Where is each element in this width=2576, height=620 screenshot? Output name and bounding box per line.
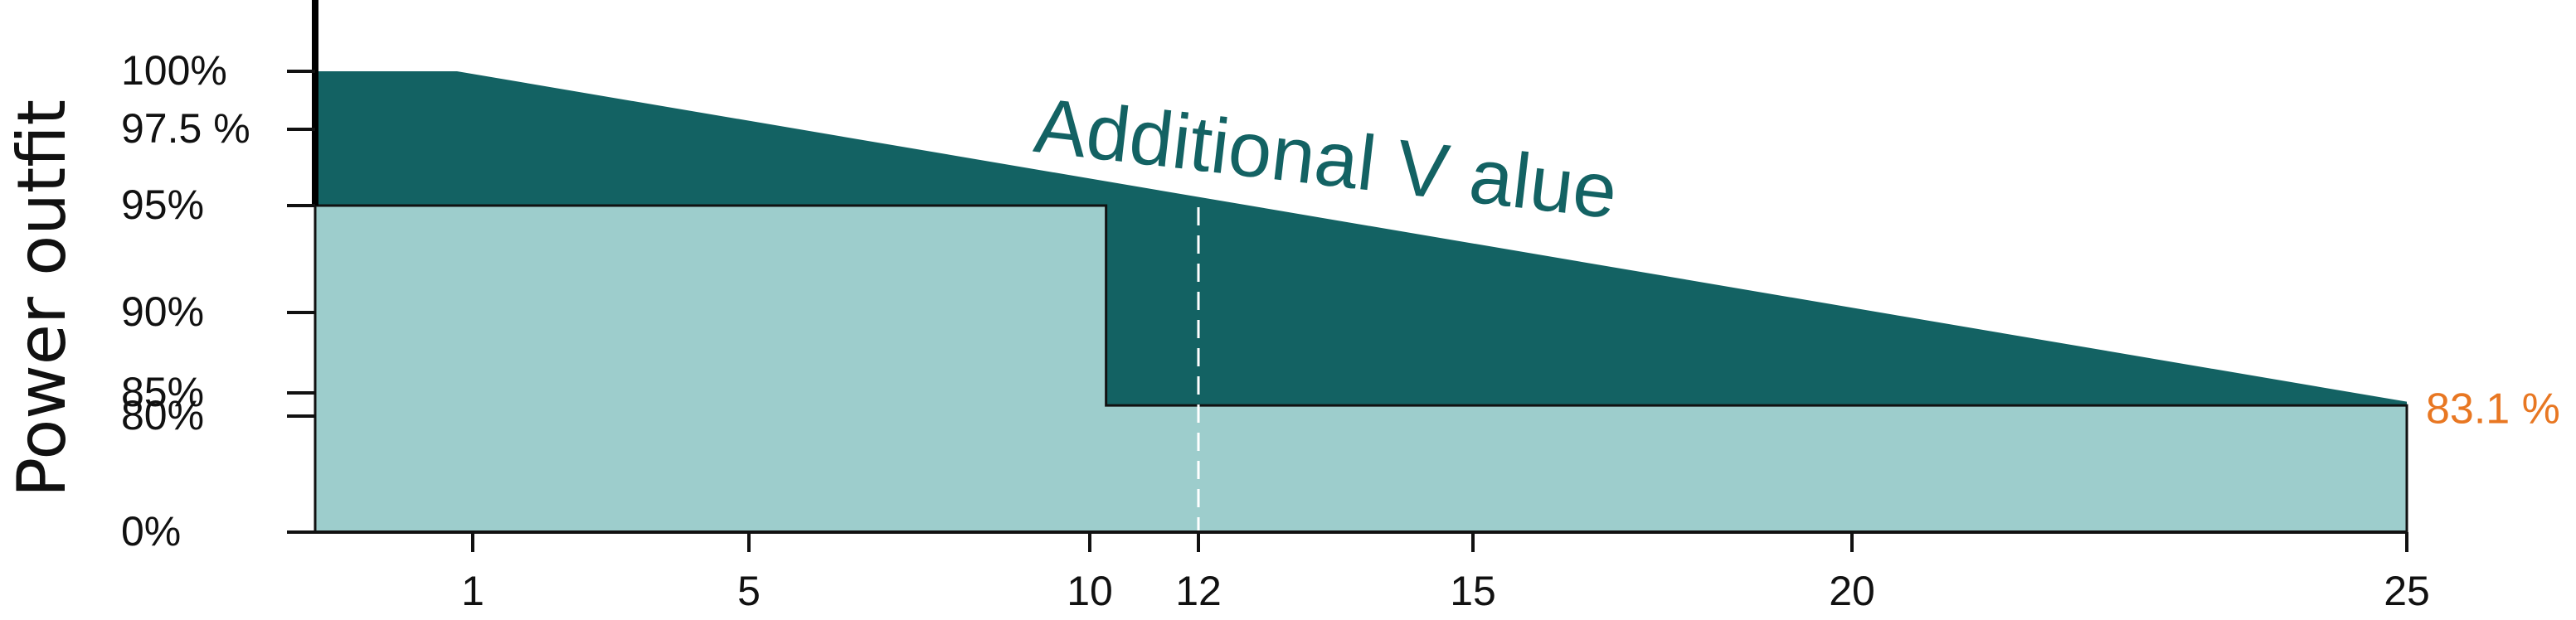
y-tick-label: 90% <box>121 288 204 335</box>
y-tick-label: 100% <box>121 47 227 94</box>
x-tick-label: 10 <box>1067 568 1113 614</box>
x-tick-label: 25 <box>2384 568 2430 614</box>
y-tick-label: 85% <box>121 369 204 415</box>
end-value-label: 83.1 % <box>2426 385 2560 434</box>
x-tick-label: 15 <box>1450 568 1496 614</box>
x-tick-label: 1 <box>461 568 484 614</box>
x-tick-label: 5 <box>737 568 761 614</box>
y-tick-label: 95% <box>121 182 204 228</box>
x-tick-label: 20 <box>1829 568 1875 614</box>
y-tick-label: 80% <box>121 392 204 438</box>
x-tick-label: 12 <box>1175 568 1222 614</box>
y-tick-label: 97.5 % <box>121 105 250 152</box>
y-axis-title: Power outfit <box>3 99 80 497</box>
y-tick-label: 0% <box>121 508 181 555</box>
axes <box>287 0 2408 552</box>
